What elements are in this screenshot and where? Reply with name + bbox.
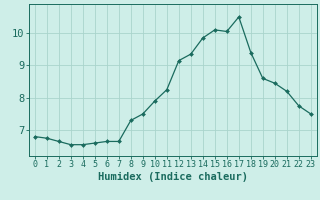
X-axis label: Humidex (Indice chaleur): Humidex (Indice chaleur) (98, 172, 248, 182)
